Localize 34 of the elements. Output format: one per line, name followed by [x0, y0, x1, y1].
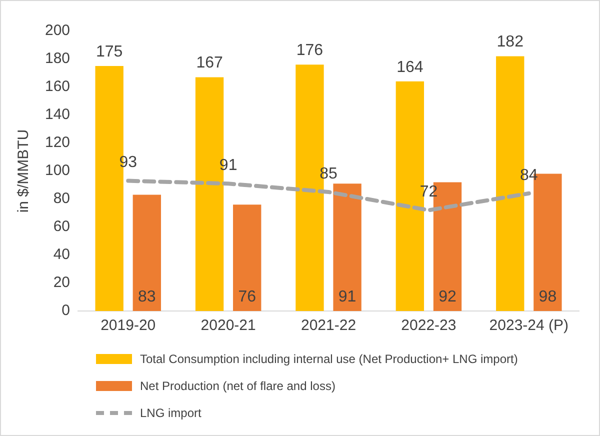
legend-label: Total Consumption including internal use (Net Production+ LNG import) — [140, 352, 518, 366]
data-label: 164 — [396, 58, 424, 76]
y-tick-label: 80 — [53, 190, 70, 208]
x-tick-label: 2019-20 — [100, 317, 156, 334]
data-label: 176 — [296, 42, 324, 60]
y-tick-label: 200 — [44, 22, 70, 40]
data-label: 91 — [338, 288, 356, 306]
y-tick-label: 20 — [53, 274, 70, 292]
y-tick-label: 0 — [62, 302, 70, 320]
legend-label: LNG import — [140, 406, 202, 420]
data-label: 83 — [138, 288, 156, 306]
legend-label: Net Production (net of flare and loss) — [140, 378, 336, 392]
x-tick-label: 2023-24 (P) — [489, 317, 569, 334]
y-tick-label: 60 — [53, 218, 70, 236]
data-label: 167 — [196, 54, 223, 72]
y-tick-label: 140 — [44, 106, 70, 124]
data-label: 76 — [238, 288, 256, 306]
x-tick-label: 2021-22 — [300, 317, 356, 334]
bar — [132, 194, 161, 311]
x-tick-label: 2022-23 — [401, 317, 456, 334]
x-tick-label: 2020-21 — [200, 317, 256, 334]
data-label: 175 — [96, 43, 123, 60]
y-tick-label: 120 — [44, 134, 70, 152]
bar — [333, 184, 362, 311]
y-tick-label: 100 — [44, 162, 70, 180]
bar — [233, 204, 262, 311]
y-tick-label: 40 — [53, 246, 70, 264]
y-axis-title: in $/MMBTU — [15, 129, 32, 213]
y-tick-label: 180 — [44, 50, 70, 68]
line-series — [126, 178, 531, 212]
data-label: 182 — [496, 34, 524, 51]
data-label: 92 — [438, 288, 456, 306]
data-label: 98 — [538, 288, 557, 306]
y-tick-label: 160 — [44, 78, 70, 96]
